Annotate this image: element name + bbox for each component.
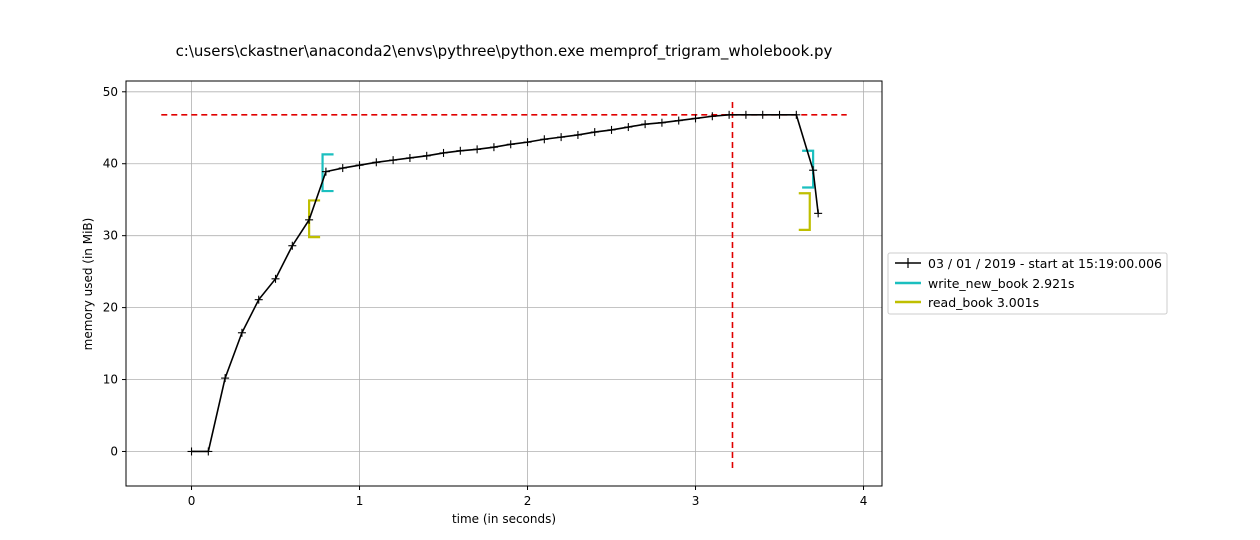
data-point-26	[624, 123, 633, 132]
plot-area	[161, 98, 847, 469]
data-point-34	[758, 110, 767, 119]
data-point-28	[657, 118, 666, 127]
legend-label-read-book: read_book 3.001s	[928, 295, 1039, 310]
data-point-5	[271, 274, 280, 283]
bracket-1-1	[798, 192, 811, 232]
legend-label-write-new-book: write_new_book 2.921s	[928, 276, 1075, 291]
data-point-17	[473, 145, 482, 154]
data-point-24	[590, 128, 599, 137]
data-point-0	[187, 447, 196, 456]
chart-title: c:\users\ckastner\anaconda2\envs\pythree…	[176, 42, 833, 61]
data-point-3	[237, 328, 246, 337]
y-tick-label-4: 40	[103, 157, 118, 171]
data-point-2	[221, 374, 230, 383]
data-point-23	[573, 130, 582, 139]
data-point-38	[814, 209, 823, 218]
data-point-27	[641, 120, 650, 129]
legend-label-memory: 03 / 01 / 2019 - start at 15:19:00.006	[928, 256, 1162, 271]
legend: 03 / 01 / 2019 - start at 15:19:00.006 w…	[887, 252, 1168, 315]
data-point-6	[288, 241, 297, 250]
data-point-15	[439, 148, 448, 157]
data-point-31	[708, 112, 717, 121]
data-point-13	[405, 153, 414, 162]
data-point-35	[775, 110, 784, 119]
y-tick-label-1: 10	[103, 373, 118, 387]
x-tick-label-4: 4	[860, 494, 868, 508]
x-axis-label: time (in seconds)	[452, 512, 556, 526]
x-tick-label-1: 1	[356, 494, 364, 508]
legend-box	[887, 252, 1168, 315]
data-point-33	[741, 110, 750, 119]
data-point-18	[489, 143, 498, 152]
bracket-0-0	[321, 153, 334, 193]
data-point-21	[540, 135, 549, 144]
data-point-25	[607, 125, 616, 134]
data-point-32	[725, 110, 734, 119]
data-point-20	[523, 138, 532, 147]
data-point-8	[321, 167, 330, 176]
data-point-22	[557, 133, 566, 142]
data-point-1	[204, 447, 213, 456]
plot-frame	[125, 80, 883, 487]
bracket-0-1	[802, 149, 815, 189]
y-tick-label-3: 30	[103, 229, 118, 243]
data-point-11	[372, 158, 381, 167]
grid-lines	[126, 81, 882, 486]
y-tick-label-5: 50	[103, 85, 118, 99]
data-point-36	[792, 110, 801, 119]
data-point-29	[674, 116, 683, 125]
data-point-4	[254, 295, 263, 304]
y-tick-label-0: 0	[110, 444, 118, 458]
data-point-16	[456, 146, 465, 155]
data-point-14	[422, 151, 431, 160]
data-point-9	[338, 164, 347, 173]
x-tick-label-0: 0	[188, 494, 196, 508]
series-line-0	[191, 114, 819, 453]
x-tick-label-3: 3	[692, 494, 700, 508]
data-point-10	[355, 161, 364, 170]
data-point-19	[506, 140, 515, 149]
x-tick-label-2: 2	[524, 494, 532, 508]
data-point-7	[305, 215, 314, 224]
data-point-30	[691, 114, 700, 123]
y-axis-label: memory used (in MiB)	[81, 218, 95, 351]
data-point-12	[389, 156, 398, 165]
y-tick-label-2: 20	[103, 301, 118, 315]
data-point-37	[809, 166, 818, 175]
